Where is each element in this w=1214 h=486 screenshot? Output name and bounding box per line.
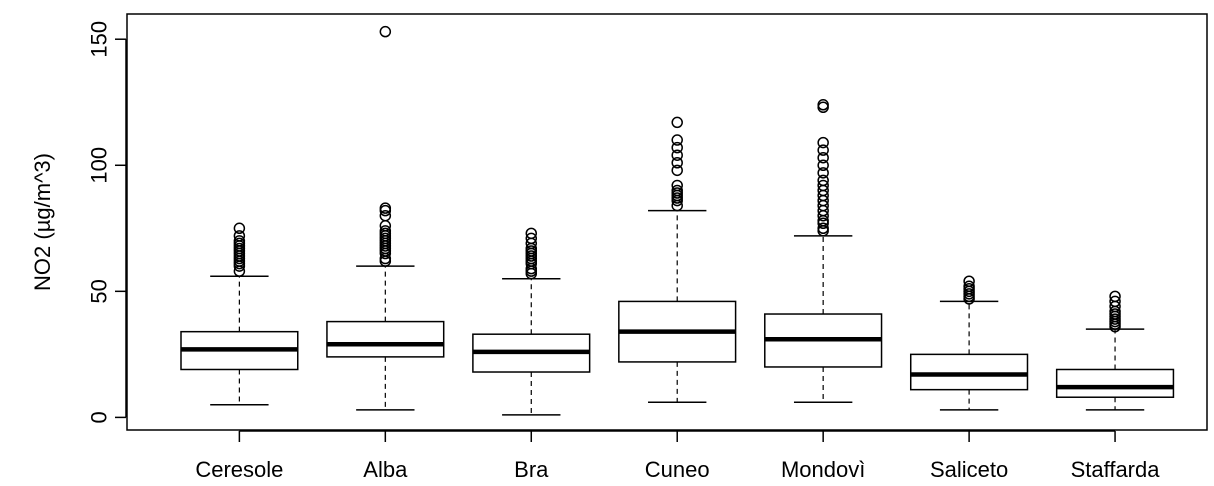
- box-3: [618, 116, 737, 404]
- box-iqr: [326, 320, 445, 358]
- outlier-point: [817, 222, 829, 235]
- y-axis: 0 50 100 150: [87, 21, 127, 424]
- box-iqr: [1055, 368, 1175, 398]
- box-iqr: [909, 353, 1029, 391]
- box-5: [909, 275, 1029, 411]
- y-axis-title: NO2 (µg/m^3): [30, 153, 55, 291]
- outlier-point: [525, 227, 538, 240]
- x-tick-label: Mondovì: [781, 457, 865, 482]
- outlier-point: [671, 141, 683, 154]
- outlier-point: [525, 232, 538, 245]
- x-tick-label: Alba: [363, 457, 408, 482]
- box-0: [180, 222, 299, 406]
- y-tick-label: 100: [87, 147, 112, 184]
- outlier-point: [1109, 290, 1121, 303]
- outlier-point: [671, 134, 683, 146]
- outlier-point: [379, 202, 392, 214]
- outlier-point: [379, 25, 392, 38]
- outlier-point: [671, 149, 683, 161]
- outlier-point: [817, 179, 829, 192]
- outlier-point: [817, 159, 829, 172]
- y-tick-label: 150: [87, 21, 112, 58]
- outlier-point: [817, 144, 829, 156]
- outlier-point: [671, 179, 683, 192]
- x-tick-label: Saliceto: [930, 457, 1008, 482]
- x-axis: Ceresole Alba Bra Cuneo Mondovì Saliceto Staff…: [195, 430, 1161, 482]
- outlier-point: [817, 99, 829, 111]
- boxes-group: [180, 25, 1175, 416]
- outlier-point: [817, 167, 829, 179]
- y-tick-label: 50: [87, 279, 112, 303]
- outlier-point: [379, 225, 392, 237]
- outlier-point: [817, 174, 829, 187]
- box-2: [472, 227, 591, 416]
- x-tick-label: Bra: [514, 457, 549, 482]
- outlier-point: [963, 275, 975, 287]
- outlier-point: [963, 280, 975, 293]
- box-6: [1055, 290, 1175, 411]
- outlier-point: [233, 222, 246, 235]
- x-tick-label: Ceresole: [195, 457, 283, 482]
- x-tick-label: Cuneo: [645, 457, 710, 482]
- box-1: [326, 25, 445, 411]
- box-4: [764, 99, 883, 404]
- y-tick-label: 0: [87, 411, 112, 423]
- outlier-point: [233, 235, 246, 247]
- outlier-point: [1109, 295, 1121, 308]
- x-tick-label: Staffarda: [1071, 457, 1161, 482]
- outlier-point: [671, 164, 683, 177]
- outlier-point: [671, 157, 683, 169]
- plot-frame: [126, 13, 1208, 431]
- outlier-point: [817, 136, 829, 149]
- outlier-point: [233, 230, 246, 242]
- outlier-point: [817, 151, 829, 164]
- outlier-point: [671, 184, 683, 197]
- outlier-point: [671, 116, 683, 129]
- outlier-point: [379, 209, 392, 222]
